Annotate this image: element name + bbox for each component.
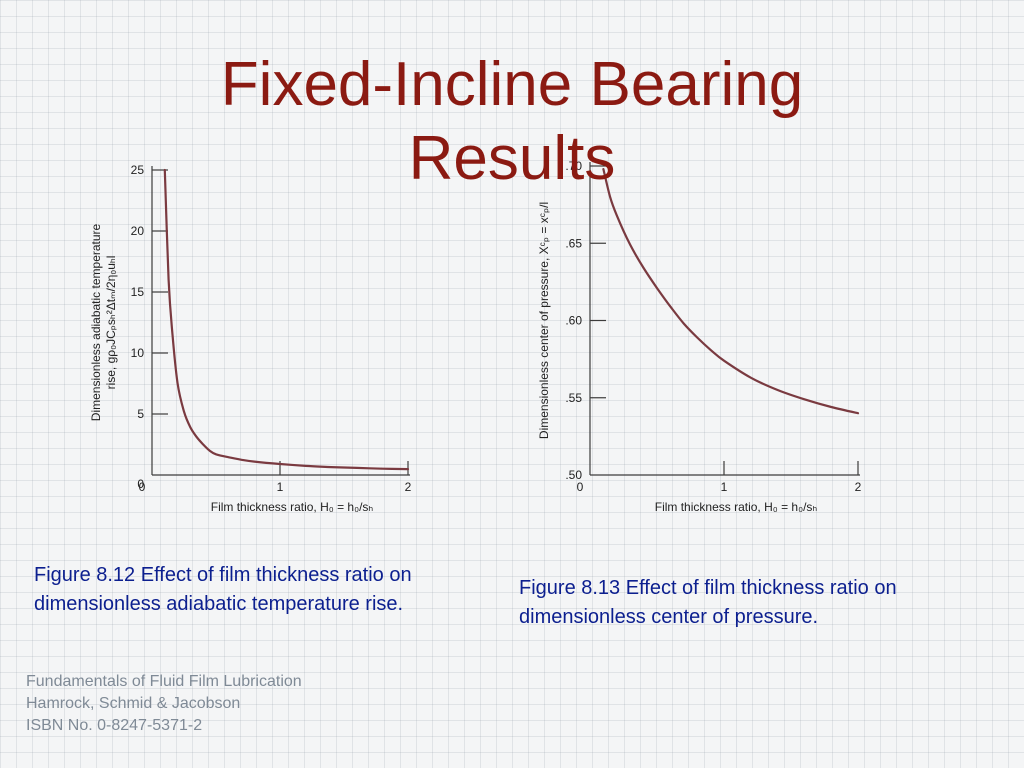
x-tick-label: 2 (405, 480, 412, 494)
y-tick-label: 15 (131, 285, 145, 299)
y-tick-label: 5 (137, 407, 144, 421)
y-axis-label-line-2: rise, gρ₀JCₚsₕ²Δtₘ/2η₀uₕl (104, 256, 118, 390)
footer-isbn: ISBN No. 0-8247-5371-2 (26, 717, 203, 734)
y-axis-label-line-1: Dimensionless adiabatic temperature (89, 223, 103, 421)
slide-title-line-1: Fixed-Incline Bearing (220, 50, 804, 119)
y-tick-label: .60 (565, 314, 582, 328)
x-tick-label: 2 (855, 480, 862, 494)
y-tick-label: 20 (131, 224, 145, 238)
series-line-1 (602, 168, 860, 415)
x-tick-label: 0 (139, 480, 146, 494)
footer-book-title: Fundamentals of Fluid Film Lubrication (26, 673, 302, 690)
slide-title-line-2: Results (408, 124, 616, 193)
y-tick-label: .55 (565, 391, 582, 405)
x-tick-label: 1 (277, 480, 284, 494)
footer-authors: Hamrock, Schmid & Jacobson (26, 695, 241, 712)
x-axis-label: Film thickness ratio, H₀ = h₀/sₕ (211, 500, 374, 514)
y-tick-label: .50 (565, 468, 582, 482)
slide-title: Fixed-Incline Bearing Results (0, 48, 1024, 196)
series-line-1 (163, 168, 410, 471)
figure-8-13-caption: Figure 8.13 Effect of film thickness rat… (519, 577, 897, 628)
y-tick-label: .65 (565, 236, 582, 250)
y-axis-label-line-1: Dimensionless center of pressure, Xᶜₚ = … (537, 202, 551, 439)
figure-8-13-chart: .50 .55 .60 .65 .70 0 1 2 Film thickness ratio, … (537, 159, 862, 514)
x-axis-label: Film thickness ratio, H₀ = h₀/sₕ (655, 500, 818, 514)
figure-8-12-caption: Figure 8.12 Effect of film thickness rat… (34, 564, 412, 615)
y-tick-label: 25 (131, 163, 145, 177)
x-tick-label: 1 (721, 480, 728, 494)
y-tick-label: 0 (137, 477, 144, 491)
x-tick-label: 0 (577, 480, 584, 494)
y-tick-label: .70 (565, 159, 582, 173)
source-footer: Fundamentals of Fluid Film Lubrication H… (26, 671, 302, 737)
y-tick-label: 10 (131, 346, 145, 360)
